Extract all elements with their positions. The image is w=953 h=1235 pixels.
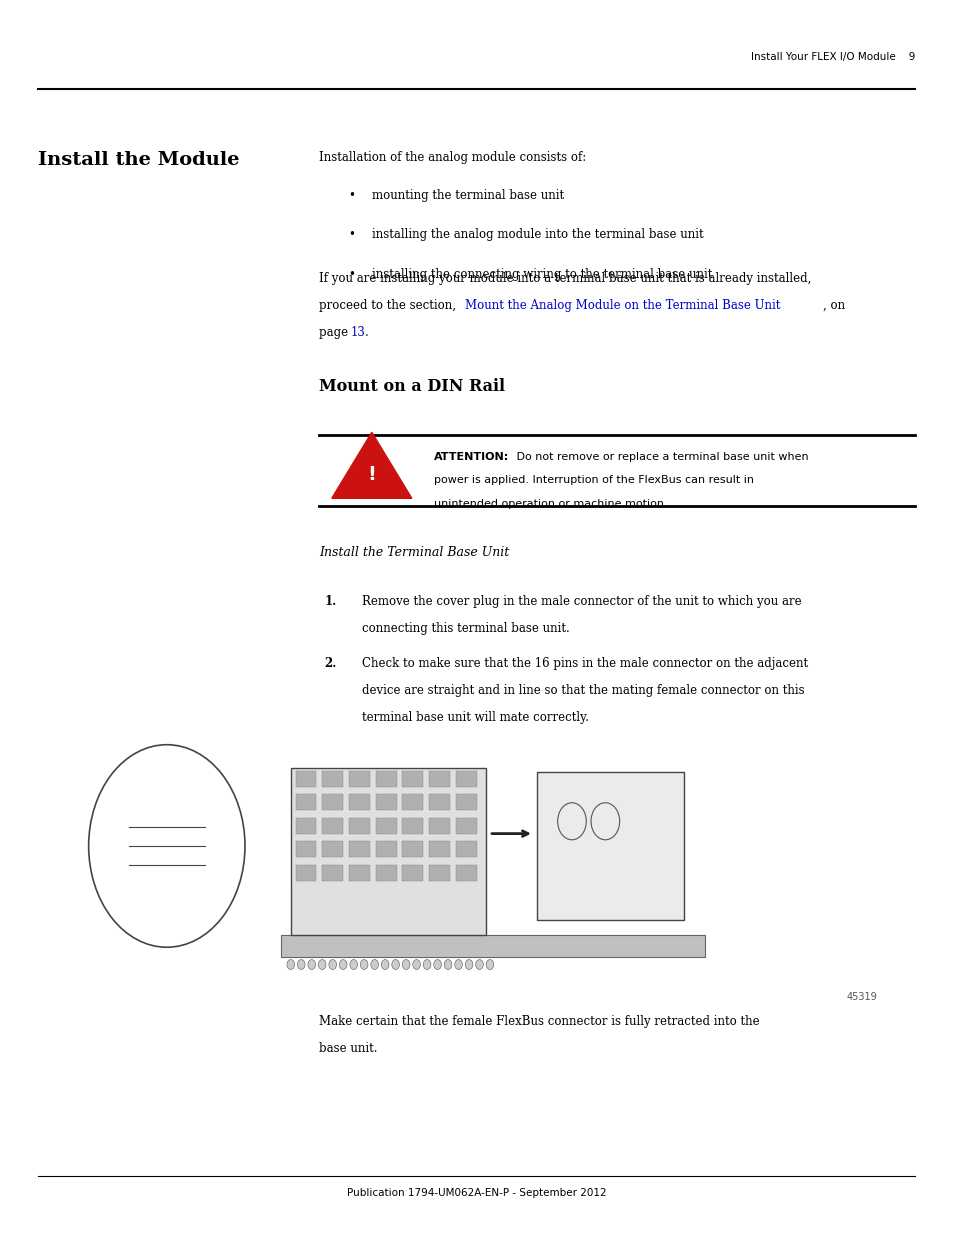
Bar: [349, 841, 370, 857]
Bar: [429, 771, 450, 787]
Text: •: •: [348, 268, 355, 282]
Bar: [295, 771, 316, 787]
Text: terminal base unit will mate correctly.: terminal base unit will mate correctly.: [362, 711, 589, 725]
Circle shape: [465, 960, 473, 969]
Bar: [429, 818, 450, 834]
Bar: [375, 864, 396, 881]
Bar: [429, 794, 450, 810]
Text: !: !: [367, 464, 375, 484]
Circle shape: [360, 960, 368, 969]
Circle shape: [318, 960, 326, 969]
Bar: [375, 818, 396, 834]
Text: , on: , on: [821, 299, 844, 312]
Text: .: .: [365, 326, 369, 340]
Circle shape: [339, 960, 347, 969]
Text: Install the Terminal Base Unit: Install the Terminal Base Unit: [319, 546, 509, 559]
Bar: [295, 794, 316, 810]
Text: Installation of the analog module consists of:: Installation of the analog module consis…: [319, 151, 586, 164]
Circle shape: [308, 960, 315, 969]
Bar: [402, 771, 423, 787]
Text: device are straight and in line so that the mating female connector on this: device are straight and in line so that …: [362, 684, 804, 698]
Circle shape: [287, 960, 294, 969]
Text: 1.: 1.: [324, 595, 336, 609]
Bar: [322, 818, 343, 834]
Circle shape: [402, 960, 410, 969]
Bar: [349, 864, 370, 881]
Bar: [375, 794, 396, 810]
Bar: [295, 864, 316, 881]
Circle shape: [392, 960, 399, 969]
Text: connecting this terminal base unit.: connecting this terminal base unit.: [362, 622, 569, 636]
Text: page: page: [319, 326, 352, 340]
Circle shape: [486, 960, 494, 969]
Text: Publication 1794-UM062A-EN-P - September 2012: Publication 1794-UM062A-EN-P - September…: [347, 1188, 606, 1198]
Circle shape: [455, 960, 462, 969]
Bar: [402, 864, 423, 881]
Bar: [291, 768, 486, 935]
Text: Mount on a DIN Rail: Mount on a DIN Rail: [319, 378, 505, 395]
Text: If you are installing your module into a terminal base unit that is already inst: If you are installing your module into a…: [319, 272, 811, 285]
Bar: [456, 841, 476, 857]
Bar: [375, 771, 396, 787]
Circle shape: [434, 960, 441, 969]
Bar: [295, 841, 316, 857]
Bar: [429, 841, 450, 857]
Bar: [322, 794, 343, 810]
Text: •: •: [348, 189, 355, 203]
Text: Check to make sure that the 16 pins in the male connector on the adjacent: Check to make sure that the 16 pins in t…: [362, 657, 807, 671]
Bar: [322, 771, 343, 787]
Text: Make certain that the female FlexBus connector is fully retracted into the: Make certain that the female FlexBus con…: [319, 1015, 760, 1029]
Bar: [456, 771, 476, 787]
Bar: [281, 935, 704, 957]
Text: power is applied. Interruption of the FlexBus can result in: power is applied. Interruption of the Fl…: [434, 475, 753, 485]
Circle shape: [350, 960, 357, 969]
Bar: [322, 841, 343, 857]
Circle shape: [381, 960, 389, 969]
Circle shape: [476, 960, 483, 969]
Text: mounting the terminal base unit: mounting the terminal base unit: [372, 189, 563, 203]
Bar: [456, 794, 476, 810]
Circle shape: [297, 960, 305, 969]
Text: Install the Module: Install the Module: [38, 151, 239, 169]
Circle shape: [444, 960, 452, 969]
Bar: [456, 818, 476, 834]
Text: ATTENTION:: ATTENTION:: [434, 452, 509, 462]
Text: base unit.: base unit.: [319, 1042, 377, 1056]
Text: Remove the cover plug in the male connector of the unit to which you are: Remove the cover plug in the male connec…: [362, 595, 801, 609]
Bar: [349, 794, 370, 810]
Text: installing the connecting wiring to the terminal base unit: installing the connecting wiring to the …: [372, 268, 711, 282]
Text: •: •: [348, 228, 355, 242]
Circle shape: [371, 960, 378, 969]
Text: Install Your FLEX I/O Module    9: Install Your FLEX I/O Module 9: [750, 52, 914, 62]
Text: 13: 13: [351, 326, 365, 340]
Text: unintended operation or machine motion.: unintended operation or machine motion.: [434, 499, 667, 509]
Text: 45319: 45319: [845, 992, 876, 1002]
Circle shape: [329, 960, 336, 969]
Text: 2.: 2.: [324, 657, 336, 671]
Bar: [322, 864, 343, 881]
Bar: [375, 841, 396, 857]
Bar: [537, 772, 683, 920]
Text: installing the analog module into the terminal base unit: installing the analog module into the te…: [372, 228, 702, 242]
Bar: [295, 818, 316, 834]
Bar: [402, 818, 423, 834]
Text: proceed to the section,: proceed to the section,: [319, 299, 459, 312]
Bar: [349, 771, 370, 787]
Circle shape: [413, 960, 420, 969]
Bar: [429, 864, 450, 881]
Bar: [456, 864, 476, 881]
Bar: [349, 818, 370, 834]
Bar: [402, 794, 423, 810]
Text: Mount the Analog Module on the Terminal Base Unit: Mount the Analog Module on the Terminal …: [465, 299, 780, 312]
Circle shape: [423, 960, 431, 969]
Bar: [402, 841, 423, 857]
Polygon shape: [332, 432, 412, 498]
Text: Do not remove or replace a terminal base unit when: Do not remove or replace a terminal base…: [513, 452, 807, 462]
